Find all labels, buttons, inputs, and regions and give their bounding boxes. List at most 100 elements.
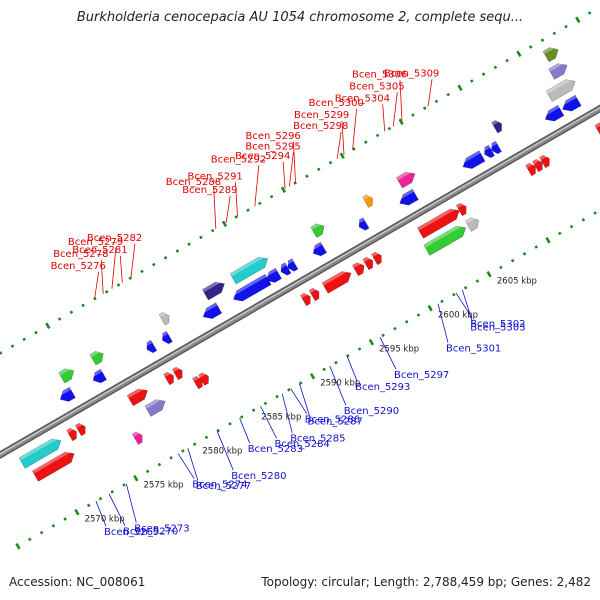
scale-tick <box>269 194 274 199</box>
scale-tick <box>422 106 427 110</box>
gene-feature-shade <box>548 62 566 72</box>
scale-tick <box>110 490 114 494</box>
scale-tick <box>251 408 256 412</box>
gene-feature <box>202 302 223 319</box>
bottom-gene-label: Bcen_5269 <box>104 527 159 538</box>
scale-tick <box>316 167 321 172</box>
gene-feature <box>395 171 416 189</box>
scale-tick <box>564 24 568 29</box>
scale-tick <box>104 290 109 294</box>
scale-tick <box>387 126 392 131</box>
scale-tick <box>81 303 85 308</box>
gene-feature-shade <box>286 258 294 266</box>
bottom-gene-label: Bcen_5303 <box>470 323 525 334</box>
scale-tick <box>157 462 162 467</box>
gene-feature-shade <box>66 428 76 434</box>
gene-feature <box>266 267 282 283</box>
kbp-label: 2575 kbp <box>144 481 184 491</box>
scale-tick <box>86 503 91 508</box>
gene-feature <box>229 256 269 285</box>
top-gene-leader <box>225 195 231 223</box>
bottom-gene-leader <box>329 366 347 406</box>
bottom-gene-leader <box>437 303 449 343</box>
gene-feature <box>233 273 272 302</box>
scale-tick <box>28 537 32 542</box>
gene-feature <box>491 140 502 155</box>
gene-feature-shade <box>461 150 481 165</box>
top-gene-label: Bcen_5276 <box>51 261 106 272</box>
top-gene-label: Bcen_5300 <box>309 98 364 109</box>
bottom-gene-leader <box>125 483 137 523</box>
gene-feature-shade <box>132 431 141 437</box>
gene-feature <box>416 208 460 239</box>
scale-tick <box>15 542 21 550</box>
scale-tick <box>357 347 362 351</box>
bottom-gene-label: Bcen_5286 <box>305 415 360 426</box>
gene-feature-shade <box>371 252 380 258</box>
scale-tick <box>74 508 80 516</box>
scale-tick <box>263 401 268 406</box>
gene-feature-shade <box>58 368 73 376</box>
gene-feature <box>280 262 292 276</box>
gene-feature-shade <box>423 225 465 248</box>
gene-feature <box>351 262 365 277</box>
top-gene-leader <box>427 79 433 107</box>
scale-tick <box>204 435 209 440</box>
top-gene-label: Bcen_5306 <box>352 69 407 80</box>
scale-tick <box>258 201 262 206</box>
top-gene-leader <box>254 165 260 207</box>
gene-feature <box>146 339 158 354</box>
scale-tick <box>163 256 168 260</box>
scale-tick <box>481 72 486 76</box>
gene-feature-shade <box>163 372 173 378</box>
scale-tick <box>427 304 433 312</box>
gene-feature-shade <box>201 302 218 315</box>
gene-feature <box>532 158 543 173</box>
scale-tick <box>39 530 44 535</box>
gene-feature-shade <box>127 388 147 399</box>
scale-tick <box>528 45 533 49</box>
gene-feature-shade <box>232 274 267 297</box>
scale-tick <box>593 211 597 215</box>
kbp-label: 2590 kbp <box>320 379 360 389</box>
gene-feature <box>358 217 370 231</box>
gene-feature <box>308 287 320 302</box>
gene-feature <box>491 120 502 134</box>
top-gene-label: Bcen_5292 <box>211 154 266 165</box>
top-gene-leader <box>341 120 345 155</box>
scale-tick <box>505 58 509 63</box>
scale-tick <box>463 286 468 290</box>
gene-feature <box>171 366 183 381</box>
top-gene-leader <box>94 271 99 299</box>
bottom-gene-leader <box>379 337 397 370</box>
gene-feature <box>131 431 143 445</box>
scale-tick <box>293 181 297 185</box>
scale-tick <box>216 428 220 433</box>
gene-feature-shade <box>543 105 560 117</box>
scale-tick <box>364 140 368 144</box>
gene-feature <box>562 94 582 112</box>
gene-feature <box>399 188 419 206</box>
topology-summary: Topology: circular; Length: 2,788,459 bp… <box>261 575 591 589</box>
gene-feature-shade <box>483 145 491 152</box>
scale-tick <box>334 360 338 365</box>
gene-feature <box>462 150 486 169</box>
scale-tick <box>569 224 574 229</box>
gene-feature-shade <box>310 223 323 230</box>
top-gene-leader <box>213 187 217 229</box>
top-gene-label: Bcen_5289 <box>182 185 237 196</box>
scale-tick <box>192 442 197 446</box>
top-gene-label: Bcen_5281 <box>72 245 127 256</box>
scale-tick <box>393 326 397 331</box>
kbp-label: 2585 kbp <box>261 413 301 423</box>
gene-feature-shade <box>144 398 164 409</box>
gene-feature-shade <box>264 268 278 278</box>
gene-feature-shade <box>352 262 363 269</box>
gene-feature <box>89 350 104 366</box>
gene-feature-shade <box>279 262 287 270</box>
bottom-gene-leader <box>260 406 277 439</box>
scale-tick <box>381 333 385 338</box>
gene-feature-shade <box>192 376 201 382</box>
gene-feature <box>464 217 480 232</box>
